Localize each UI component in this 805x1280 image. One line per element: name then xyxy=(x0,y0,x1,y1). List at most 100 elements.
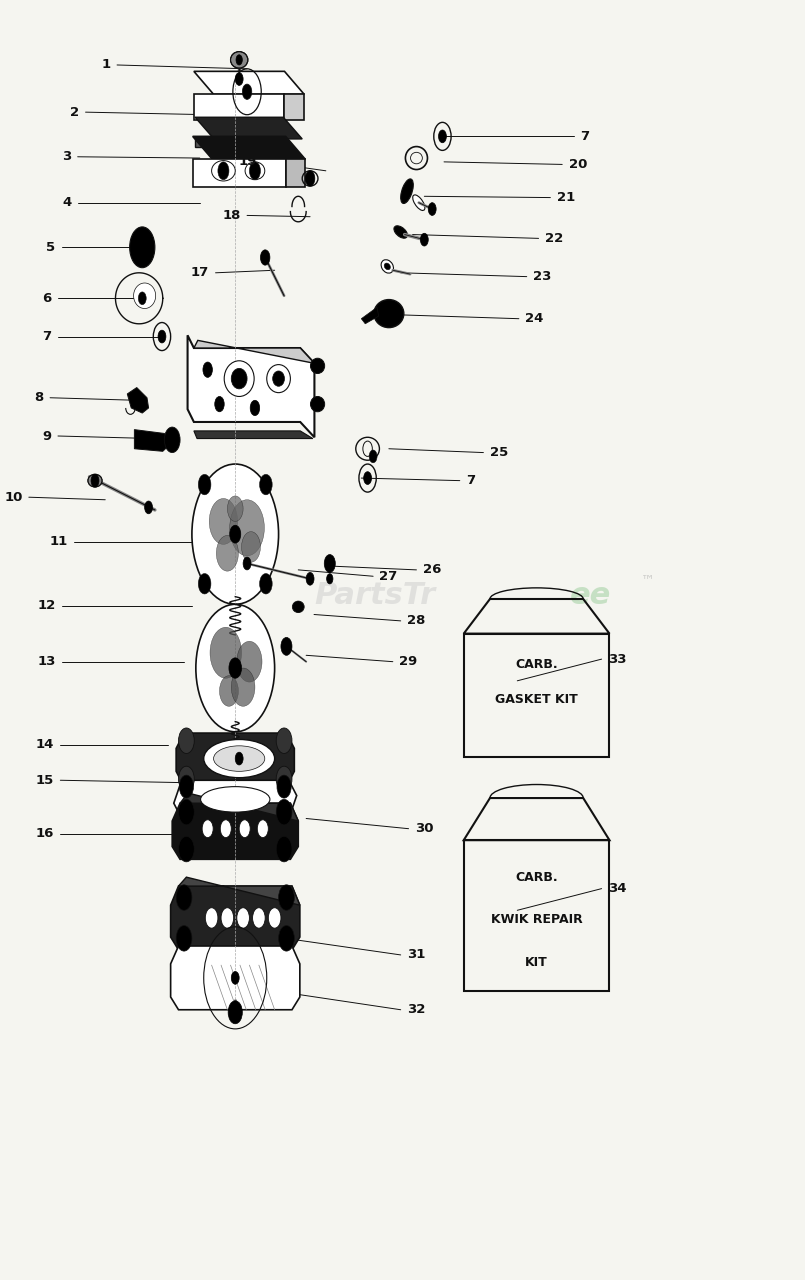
Polygon shape xyxy=(176,733,295,787)
Text: PartsTr: PartsTr xyxy=(314,581,436,609)
Circle shape xyxy=(176,884,192,910)
Ellipse shape xyxy=(88,475,102,486)
Circle shape xyxy=(243,557,251,570)
Circle shape xyxy=(235,73,243,86)
Text: 17: 17 xyxy=(191,266,209,279)
Ellipse shape xyxy=(413,195,425,210)
Circle shape xyxy=(145,500,152,513)
Polygon shape xyxy=(171,946,299,1010)
Text: CARB.: CARB. xyxy=(515,658,558,671)
Circle shape xyxy=(229,658,242,678)
Circle shape xyxy=(215,397,225,412)
Ellipse shape xyxy=(212,160,235,180)
Circle shape xyxy=(192,465,279,604)
Circle shape xyxy=(91,475,99,486)
Circle shape xyxy=(428,202,436,215)
Text: 27: 27 xyxy=(379,570,398,582)
Polygon shape xyxy=(179,877,299,905)
Circle shape xyxy=(295,602,301,612)
Text: 19: 19 xyxy=(238,155,257,169)
Ellipse shape xyxy=(381,260,394,273)
Text: 13: 13 xyxy=(37,655,56,668)
Circle shape xyxy=(277,801,291,823)
Polygon shape xyxy=(284,95,304,120)
Circle shape xyxy=(261,250,270,265)
Circle shape xyxy=(259,573,272,594)
Ellipse shape xyxy=(200,787,270,812)
Text: 34: 34 xyxy=(608,882,626,895)
Circle shape xyxy=(202,819,213,837)
Circle shape xyxy=(228,1001,242,1024)
Circle shape xyxy=(242,84,252,100)
Ellipse shape xyxy=(213,746,265,772)
Circle shape xyxy=(306,572,314,585)
Polygon shape xyxy=(127,388,149,413)
Circle shape xyxy=(253,908,265,928)
Text: 9: 9 xyxy=(43,430,52,443)
Circle shape xyxy=(235,753,243,765)
Ellipse shape xyxy=(231,369,247,389)
Ellipse shape xyxy=(384,264,390,270)
Circle shape xyxy=(231,668,255,707)
Circle shape xyxy=(276,767,292,792)
Text: 7: 7 xyxy=(580,129,589,143)
Ellipse shape xyxy=(374,300,404,328)
Text: 24: 24 xyxy=(525,312,543,325)
Circle shape xyxy=(250,161,261,179)
Text: 8: 8 xyxy=(35,392,43,404)
Circle shape xyxy=(198,573,211,594)
Circle shape xyxy=(258,819,268,837)
Circle shape xyxy=(220,676,238,707)
Ellipse shape xyxy=(292,602,304,613)
Text: KIT: KIT xyxy=(525,956,548,969)
Polygon shape xyxy=(171,886,299,950)
Circle shape xyxy=(218,161,229,179)
Circle shape xyxy=(180,776,193,799)
Circle shape xyxy=(276,836,292,861)
Text: ee: ee xyxy=(570,581,611,609)
Circle shape xyxy=(369,451,377,463)
Text: 7: 7 xyxy=(466,474,475,488)
Circle shape xyxy=(179,836,194,861)
Text: 2: 2 xyxy=(70,106,79,119)
Bar xyxy=(464,840,609,991)
Circle shape xyxy=(217,535,238,571)
Text: 15: 15 xyxy=(35,773,54,787)
Circle shape xyxy=(203,362,213,378)
Text: GASKET KIT: GASKET KIT xyxy=(495,692,578,705)
Polygon shape xyxy=(174,781,297,818)
Circle shape xyxy=(198,475,211,495)
Circle shape xyxy=(250,401,260,416)
Circle shape xyxy=(196,604,275,732)
Text: 5: 5 xyxy=(47,241,56,253)
Polygon shape xyxy=(286,159,305,187)
Polygon shape xyxy=(180,794,299,820)
Circle shape xyxy=(237,641,262,682)
Circle shape xyxy=(179,800,194,824)
Polygon shape xyxy=(192,159,286,187)
Text: 33: 33 xyxy=(608,653,626,666)
Circle shape xyxy=(324,554,336,572)
Text: 14: 14 xyxy=(35,739,54,751)
Text: 25: 25 xyxy=(489,445,508,460)
Circle shape xyxy=(242,531,261,562)
Text: 7: 7 xyxy=(43,330,52,343)
Circle shape xyxy=(277,776,291,799)
Text: 26: 26 xyxy=(423,563,441,576)
Text: 16: 16 xyxy=(35,827,54,840)
Ellipse shape xyxy=(401,179,413,204)
Polygon shape xyxy=(134,283,155,308)
Circle shape xyxy=(180,801,193,823)
Text: 12: 12 xyxy=(37,599,56,612)
Circle shape xyxy=(259,475,272,495)
Polygon shape xyxy=(192,137,305,159)
Text: 4: 4 xyxy=(62,196,72,209)
Polygon shape xyxy=(361,307,378,324)
Polygon shape xyxy=(195,118,302,140)
Circle shape xyxy=(164,428,180,453)
Text: 21: 21 xyxy=(557,191,575,204)
Text: 18: 18 xyxy=(222,209,241,221)
Polygon shape xyxy=(195,140,283,147)
Text: 32: 32 xyxy=(407,1004,425,1016)
Polygon shape xyxy=(134,430,172,452)
